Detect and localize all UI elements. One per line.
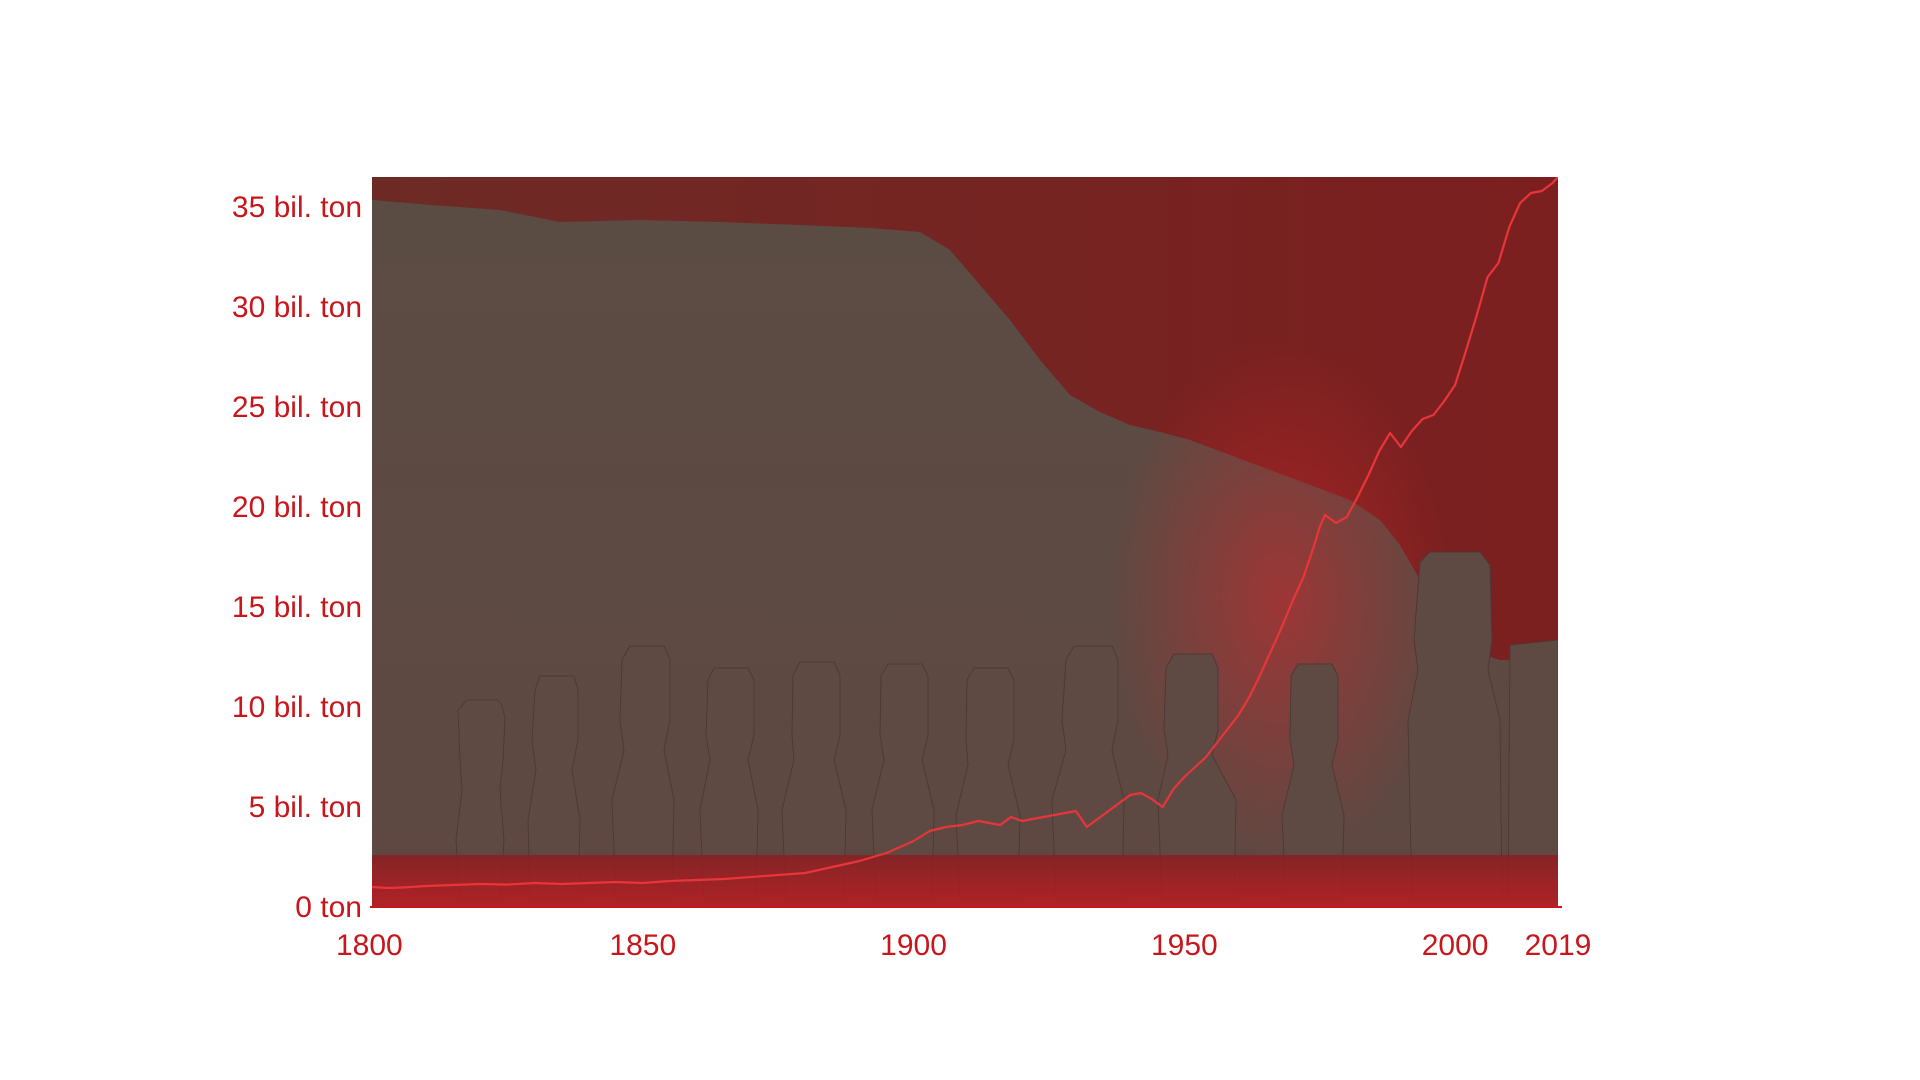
y-tick-label: 35 bil. ton — [232, 191, 362, 224]
y-tick-label: 15 bil. ton — [232, 591, 362, 624]
x-tick-label: 1850 — [609, 929, 676, 962]
x-tick-label: 1800 — [336, 929, 403, 962]
x-tick-label: 2019 — [1525, 929, 1592, 962]
x-tick-label: 1950 — [1151, 929, 1218, 962]
series-line — [372, 177, 1558, 890]
x-tick-label: 1900 — [880, 929, 947, 962]
y-tick-label: 5 bil. ton — [249, 791, 362, 824]
y-tick-label: 20 bil. ton — [232, 491, 362, 524]
y-tick-label: 30 bil. ton — [232, 291, 362, 324]
y-tick-label: 25 bil. ton — [232, 391, 362, 424]
y-axis: 0 ton 5 bil. ton 10 bil. ton 15 bil. ton 20 … — [232, 191, 362, 924]
y-tick-label: 0 ton — [295, 891, 362, 924]
y-tick-label: 10 bil. ton — [232, 691, 362, 724]
x-axis: 1800 1850 1900 1950 2000 2019 — [336, 929, 1591, 962]
background-photo — [372, 177, 1558, 907]
x-tick-label: 2000 — [1422, 929, 1489, 962]
